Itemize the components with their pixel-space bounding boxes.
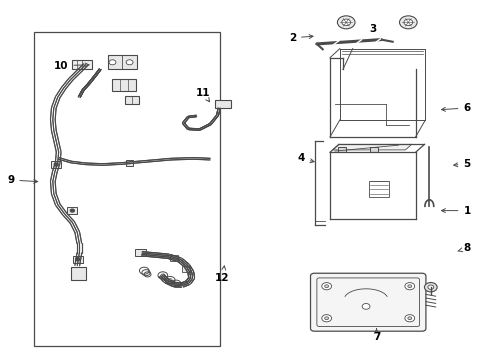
- Text: 4: 4: [297, 153, 313, 163]
- Text: 11: 11: [195, 88, 210, 102]
- Text: 7: 7: [372, 329, 380, 342]
- Bar: [34, 32, 220, 346]
- Circle shape: [324, 285, 328, 288]
- FancyBboxPatch shape: [310, 273, 425, 331]
- Bar: [125, 160, 133, 166]
- Text: 2: 2: [288, 33, 312, 43]
- Circle shape: [70, 209, 74, 212]
- FancyBboxPatch shape: [112, 79, 136, 91]
- Circle shape: [404, 283, 414, 290]
- Text: 5: 5: [453, 159, 469, 169]
- Circle shape: [404, 315, 414, 322]
- Text: 6: 6: [441, 103, 469, 113]
- Circle shape: [76, 258, 80, 261]
- Circle shape: [407, 317, 411, 320]
- Text: 12: 12: [215, 266, 229, 283]
- Bar: [368, 181, 388, 197]
- Bar: [73, 256, 82, 263]
- Circle shape: [54, 163, 58, 166]
- Bar: [51, 161, 61, 168]
- Bar: [67, 207, 77, 214]
- Text: 3: 3: [368, 24, 375, 34]
- FancyBboxPatch shape: [124, 96, 139, 104]
- Bar: [169, 255, 177, 261]
- Text: 9: 9: [7, 175, 38, 185]
- FancyBboxPatch shape: [107, 55, 137, 69]
- Bar: [338, 147, 346, 152]
- Polygon shape: [332, 144, 411, 150]
- Circle shape: [362, 303, 369, 309]
- Circle shape: [427, 285, 433, 289]
- Bar: [182, 266, 189, 272]
- Text: 10: 10: [54, 60, 89, 71]
- Circle shape: [341, 19, 350, 26]
- Circle shape: [337, 16, 354, 29]
- Bar: [369, 147, 377, 152]
- FancyBboxPatch shape: [72, 60, 92, 69]
- FancyBboxPatch shape: [215, 100, 230, 108]
- Circle shape: [399, 16, 416, 29]
- Bar: [71, 267, 85, 280]
- Circle shape: [126, 60, 133, 65]
- Circle shape: [407, 285, 411, 288]
- Text: 8: 8: [457, 243, 469, 253]
- Circle shape: [109, 60, 116, 65]
- Text: 1: 1: [441, 206, 469, 216]
- Circle shape: [321, 283, 331, 290]
- Circle shape: [403, 19, 412, 26]
- Circle shape: [321, 315, 331, 322]
- Circle shape: [424, 283, 436, 292]
- Circle shape: [324, 317, 328, 320]
- FancyBboxPatch shape: [135, 249, 146, 256]
